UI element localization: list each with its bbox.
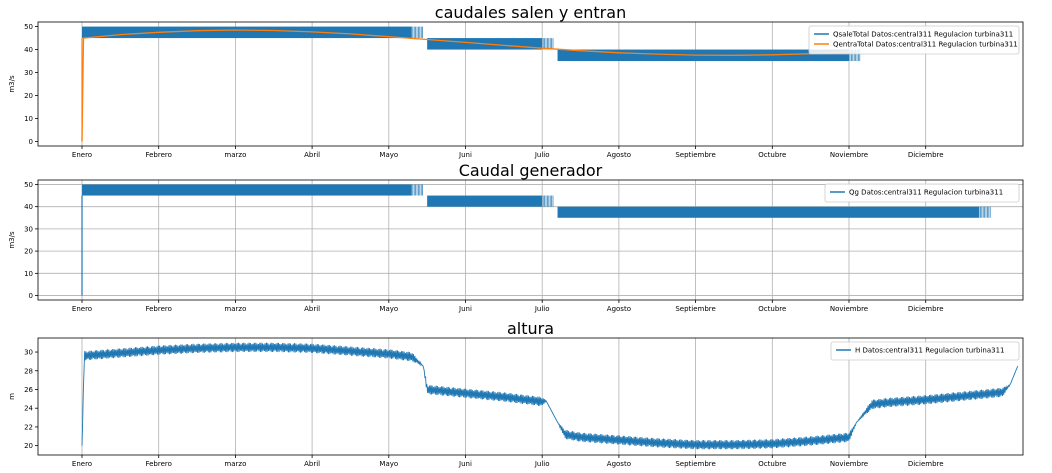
- y-tick-label: 30: [24, 349, 33, 357]
- series-band-segment: [557, 206, 980, 218]
- x-tick-label: Diciembre: [908, 151, 944, 159]
- legend-label: QentraTotal Datos:central311 Regulacion …: [833, 41, 1018, 49]
- x-tick-label: Mayo: [379, 460, 398, 468]
- x-tick-label: Agosto: [607, 460, 631, 468]
- y-tick-label: 22: [24, 423, 33, 431]
- x-tick-label: Noviembre: [830, 305, 868, 313]
- x-tick-label: marzo: [224, 151, 246, 159]
- y-tick-label: 28: [24, 367, 33, 375]
- x-tick-label: Febrero: [145, 460, 171, 468]
- chart-title: Caudal generador: [459, 161, 603, 180]
- x-tick-label: Diciembre: [908, 460, 944, 468]
- x-tick-label: Enero: [72, 305, 92, 313]
- series-band-segment: [427, 195, 543, 207]
- y-axis-label: m: [8, 393, 16, 400]
- x-tick-label: Mayo: [379, 151, 398, 159]
- series-line: [81, 342, 1019, 450]
- y-tick-label: 40: [24, 203, 33, 211]
- x-tick-label: Diciembre: [908, 305, 944, 313]
- x-tick-label: Octubre: [758, 305, 786, 313]
- chart-panel-2: Caudal generador Enero Febrero marzo Abril Ma…: [8, 161, 1024, 313]
- y-tick-label: 40: [24, 46, 33, 54]
- y-tick-label: 10: [24, 115, 33, 123]
- x-tick-label: Enero: [72, 460, 92, 468]
- legend-label: H Datos:central311 Regulacion turbina311: [855, 347, 1004, 355]
- x-tick-label: Juni: [458, 305, 472, 313]
- x-tick-label: Febrero: [145, 305, 171, 313]
- x-tick-label: Abril: [304, 151, 320, 159]
- x-tick-label: Juni: [458, 151, 472, 159]
- series-line: [81, 29, 850, 142]
- y-tick-label: 30: [24, 225, 33, 233]
- y-tick-label: 20: [24, 92, 33, 100]
- x-tick-label: Noviembre: [830, 151, 868, 159]
- x-tick-label: Julio: [534, 305, 550, 313]
- x-tick-label: marzo: [224, 305, 246, 313]
- y-tick-label: 10: [24, 270, 33, 278]
- y-tick-label: 24: [24, 405, 33, 413]
- chart-title: altura: [507, 319, 554, 338]
- x-tick-label: Julio: [534, 151, 550, 159]
- x-tick-label: marzo: [224, 460, 246, 468]
- x-tick-label: Septiembre: [675, 305, 715, 313]
- y-tick-label: 26: [24, 386, 33, 394]
- series-band-segment: [82, 26, 412, 39]
- legend-box: [830, 341, 1020, 361]
- y-axis-label: m3/s: [8, 231, 16, 249]
- y-tick-label: 20: [24, 442, 33, 450]
- x-tick-label: Julio: [534, 460, 550, 468]
- x-tick-label: Agosto: [607, 151, 631, 159]
- y-tick-label: 50: [24, 23, 33, 31]
- x-tick-label: Octubre: [758, 151, 786, 159]
- x-tick-label: Febrero: [145, 151, 171, 159]
- axes-frame: [37, 21, 1024, 147]
- x-tick-label: Abril: [304, 305, 320, 313]
- x-tick-label: Octubre: [758, 460, 786, 468]
- legend-box: [824, 183, 1020, 203]
- legend-box: [808, 25, 1020, 55]
- x-tick-label: Agosto: [607, 305, 631, 313]
- chart-panel-1: caudales salen y entran Enero Febrero marzo…: [8, 3, 1024, 159]
- series-band-segment: [82, 184, 412, 196]
- y-tick-label: 0: [29, 292, 33, 300]
- y-tick-label: 0: [29, 138, 33, 146]
- axes-frame: [37, 179, 1024, 301]
- x-tick-label: Mayo: [379, 305, 398, 313]
- axes-frame: [37, 337, 1024, 456]
- legend-label: QsaleTotal Datos:central311 Regulacion t…: [833, 31, 1013, 39]
- y-tick-label: 20: [24, 248, 33, 256]
- y-axis-label: m3/s: [8, 75, 16, 93]
- x-tick-label: Septiembre: [675, 460, 715, 468]
- legend-label: Qg Datos:central311 Regulacion turbina31…: [849, 189, 1003, 197]
- x-tick-label: Noviembre: [830, 460, 868, 468]
- x-tick-label: Enero: [72, 151, 92, 159]
- x-tick-label: Septiembre: [675, 151, 715, 159]
- chart-panel-3: altura Enero Febrero marzo Abril Mayo Juni Juli…: [8, 319, 1024, 468]
- y-tick-label: 30: [24, 69, 33, 77]
- x-tick-label: Abril: [304, 460, 320, 468]
- x-tick-label: Juni: [458, 460, 472, 468]
- y-tick-label: 50: [24, 181, 33, 189]
- chart-title: caudales salen y entran: [435, 3, 626, 22]
